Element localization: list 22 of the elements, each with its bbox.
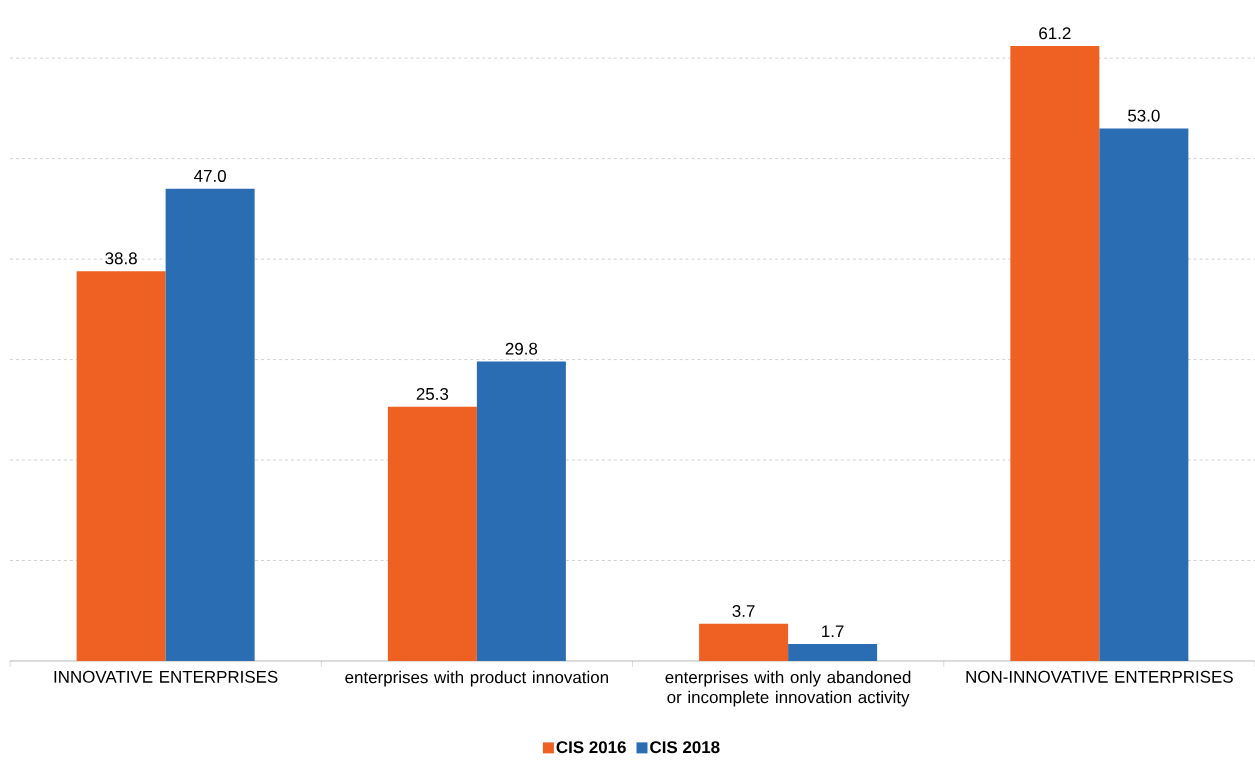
bar <box>165 188 255 661</box>
legend-label: CIS 2016 <box>556 741 626 754</box>
legend-label: CIS 2018 <box>650 741 720 754</box>
data-label: 53.0 <box>1128 109 1160 122</box>
x-tick-label: INNOVATIVE ENTERPRISES <box>54 670 278 683</box>
bar <box>387 406 477 661</box>
bar <box>1099 128 1189 661</box>
bar <box>1010 46 1100 661</box>
bar <box>476 361 566 661</box>
data-label: 38.8 <box>105 252 137 265</box>
bar <box>788 643 878 661</box>
x-tick-label: enterprises with only abandoned or incomplete innovation activity <box>665 670 911 707</box>
x-tick-label: NON-INNOVATIVE ENTERPRISES <box>966 670 1233 683</box>
bar <box>699 623 789 661</box>
data-label: 47.0 <box>194 169 226 182</box>
data-label: 25.3 <box>416 387 449 400</box>
data-label: 61.2 <box>1039 27 1071 40</box>
x-tick-label: enterprises with product innovation <box>345 670 608 687</box>
data-label: 1.7 <box>822 625 844 638</box>
data-label: 29.8 <box>505 342 538 355</box>
bar <box>76 271 166 661</box>
data-label: 3.7 <box>732 604 755 617</box>
